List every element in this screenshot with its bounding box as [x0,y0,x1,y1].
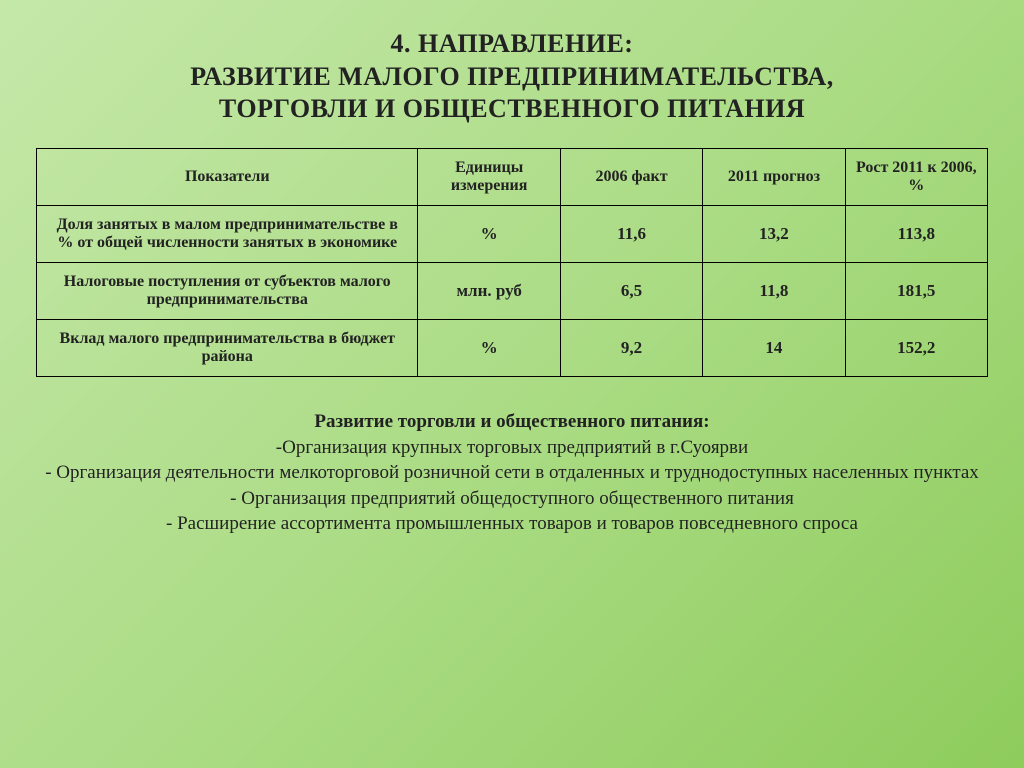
table-header-row: Показатели Единицы измерения 2006 факт 2… [37,148,988,205]
col-header-growth: Рост 2011 к 2006, % [845,148,987,205]
row-growth: 113,8 [845,205,987,262]
col-header-indicators: Показатели [37,148,418,205]
row-unit: % [418,319,560,376]
row-2006: 9,2 [560,319,702,376]
slide-title: 4. НАПРАВЛЕНИЕ: РАЗВИТИЕ МАЛОГО ПРЕДПРИН… [36,28,988,126]
col-header-units: Единицы измерения [418,148,560,205]
row-growth: 181,5 [845,262,987,319]
table-row: Налоговые поступления от субъектов малог… [37,262,988,319]
row-unit: млн. руб [418,262,560,319]
bullet-item: - Организация деятельности мелкоторговой… [36,460,988,486]
bullet-item: - Организация предприятий общедоступного… [36,486,988,512]
bullet-item: - Расширение ассортимента промышленных т… [36,511,988,537]
col-header-2011: 2011 прогноз [703,148,845,205]
bullet-item: -Организация крупных торговых предприяти… [36,435,988,461]
title-line-2: РАЗВИТИЕ МАЛОГО ПРЕДПРИНИМАТЕЛЬСТВА, [190,62,833,91]
table-row: Доля занятых в малом предпринимательстве… [37,205,988,262]
trade-bullets: -Организация крупных торговых предприяти… [36,435,988,538]
row-label: Доля занятых в малом предпринимательстве… [37,205,418,262]
row-2006: 6,5 [560,262,702,319]
slide: 4. НАПРАВЛЕНИЕ: РАЗВИТИЕ МАЛОГО ПРЕДПРИН… [0,0,1024,768]
row-2006: 11,6 [560,205,702,262]
table-row: Вклад малого предпринимательства в бюдже… [37,319,988,376]
trade-subheading: Развитие торговли и общественного питани… [36,411,988,433]
row-unit: % [418,205,560,262]
title-line-3: ТОРГОВЛИ И ОБЩЕСТВЕННОГО ПИТАНИЯ [219,94,805,123]
row-2011: 14 [703,319,845,376]
col-header-2006: 2006 факт [560,148,702,205]
title-line-1: 4. НАПРАВЛЕНИЕ: [391,29,634,58]
row-label: Вклад малого предпринимательства в бюдже… [37,319,418,376]
row-2011: 11,8 [703,262,845,319]
row-2011: 13,2 [703,205,845,262]
row-label: Налоговые поступления от субъектов малог… [37,262,418,319]
row-growth: 152,2 [845,319,987,376]
indicators-table: Показатели Единицы измерения 2006 факт 2… [36,148,988,377]
